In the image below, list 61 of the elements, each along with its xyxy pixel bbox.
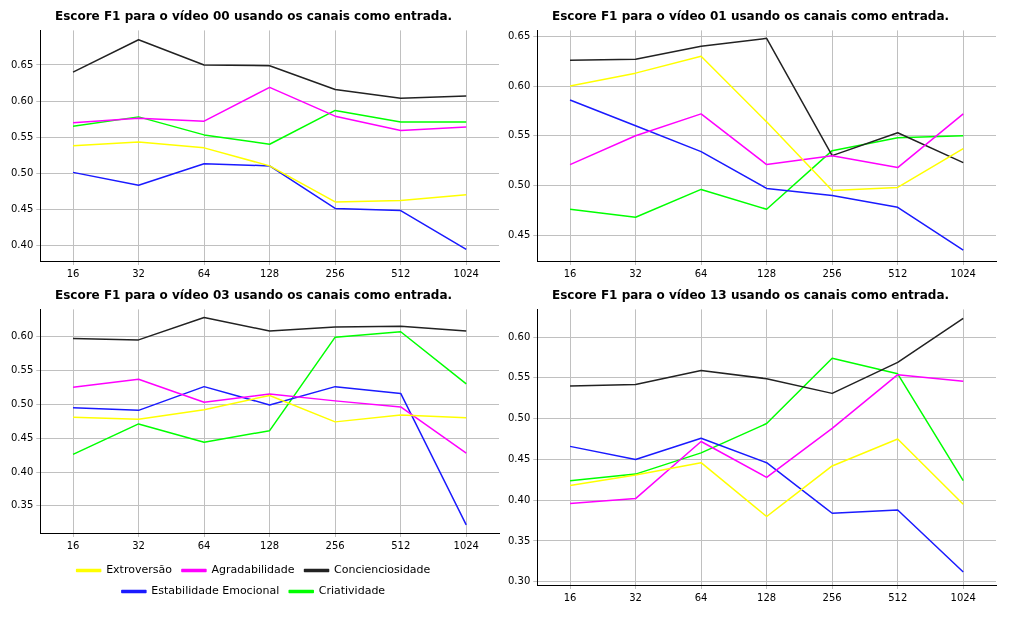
x-tick-label: 512 <box>391 267 411 279</box>
x-tick-label: 16 <box>563 591 577 603</box>
chart-title: Escore F1 para o vídeo 00 usando os canais como entrada. <box>54 9 453 24</box>
y-tick-label: 0.50 <box>11 397 34 409</box>
legend-label: Extroversão <box>106 563 173 577</box>
x-tick-label: 64 <box>197 539 211 551</box>
chart-title: Escore F1 para o vídeo 13 usando os canais como entrada. <box>551 288 950 303</box>
y-tick-label: 0.50 <box>11 166 34 178</box>
x-tick-label: 1024 <box>453 539 479 551</box>
y-tick-label: 0.55 <box>11 130 34 142</box>
legend-label: Agradabilidade <box>211 563 295 577</box>
y-tick-label: 0.55 <box>508 371 531 383</box>
y-tick-label: 0.35 <box>508 534 531 546</box>
x-tick-label: 512 <box>888 267 908 279</box>
x-tick-label: 1024 <box>453 267 479 279</box>
y-tick-label: 0.50 <box>508 412 531 424</box>
y-tick-label: 0.55 <box>11 363 34 375</box>
y-tick-label: 0.45 <box>508 228 531 240</box>
legend-label: Concienciosidade <box>334 563 431 577</box>
y-tick-label: 0.45 <box>11 431 34 443</box>
legend-label: Criatividade <box>318 584 386 598</box>
y-tick-label: 0.30 <box>508 575 531 587</box>
x-tick-label: 1024 <box>950 591 976 603</box>
y-tick-label: 0.60 <box>11 330 34 342</box>
legend-label: Estabilidade Emocional <box>151 584 280 598</box>
x-tick-label: 32 <box>629 267 642 279</box>
x-tick-label: 256 <box>822 591 842 603</box>
y-tick-label: 0.40 <box>11 465 34 477</box>
x-tick-label: 256 <box>325 267 345 279</box>
chart-title: Escore F1 para o vídeo 03 usando os canais como entrada. <box>54 288 453 303</box>
x-tick-label: 32 <box>132 539 145 551</box>
x-tick-label: 64 <box>694 591 708 603</box>
x-tick-label: 512 <box>391 539 411 551</box>
chart-title: Escore F1 para o vídeo 01 usando os canais como entrada. <box>551 9 950 24</box>
x-tick-label: 32 <box>629 591 642 603</box>
y-tick-label: 0.35 <box>11 499 34 511</box>
y-tick-label: 0.60 <box>508 330 531 342</box>
x-tick-label: 256 <box>325 539 345 551</box>
x-tick-label: 16 <box>66 539 80 551</box>
x-tick-label: 1024 <box>950 267 976 279</box>
x-tick-label: 16 <box>66 267 80 279</box>
y-tick-label: 0.40 <box>508 493 531 505</box>
x-tick-label: 64 <box>694 267 708 279</box>
x-tick-label: 128 <box>757 267 777 279</box>
x-tick-label: 128 <box>757 591 777 603</box>
y-tick-label: 0.65 <box>508 29 531 41</box>
x-tick-label: 32 <box>132 267 145 279</box>
y-tick-label: 0.55 <box>508 129 531 141</box>
x-tick-label: 512 <box>888 591 908 603</box>
y-tick-label: 0.50 <box>508 179 531 191</box>
y-tick-label: 0.60 <box>508 79 531 91</box>
y-tick-label: 0.45 <box>11 202 34 214</box>
y-tick-label: 0.65 <box>11 58 34 70</box>
y-tick-label: 0.45 <box>508 453 531 465</box>
y-tick-label: 0.40 <box>11 238 34 250</box>
x-tick-label: 128 <box>260 267 280 279</box>
y-tick-label: 0.60 <box>11 94 34 106</box>
x-tick-label: 128 <box>260 539 280 551</box>
x-tick-label: 256 <box>822 267 842 279</box>
x-tick-label: 64 <box>197 267 211 279</box>
x-tick-label: 16 <box>563 267 577 279</box>
